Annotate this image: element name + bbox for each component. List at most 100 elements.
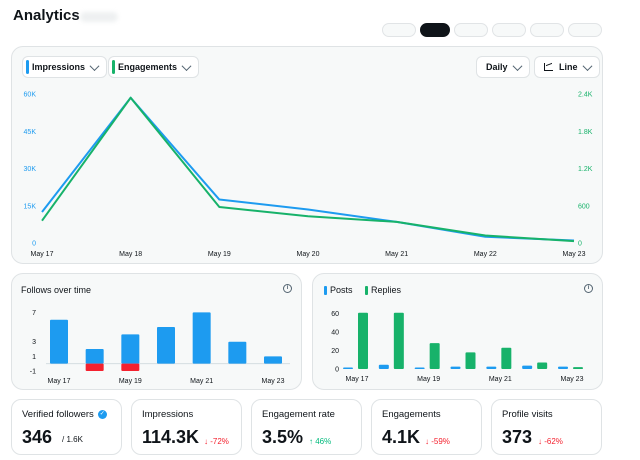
date-range-tabs xyxy=(382,23,602,39)
range-tab-1[interactable] xyxy=(382,23,416,37)
follows-bar xyxy=(157,327,175,364)
stat-label: Impressions xyxy=(142,409,194,420)
x-tick-label: May 23 xyxy=(561,376,584,383)
stat-value: 4.1K xyxy=(382,427,421,447)
metric-a-select[interactable]: Impressions xyxy=(22,56,108,78)
posts-bar xyxy=(486,366,497,369)
unfollows-bar xyxy=(121,363,140,371)
impressions-line xyxy=(41,96,575,242)
y-right-tick-label: 0 xyxy=(578,241,582,248)
replies-bar xyxy=(573,367,583,369)
stat-profile-visits[interactable]: Profile visits 373 ↓ -62% xyxy=(491,399,602,455)
chart-style-select[interactable]: Line xyxy=(534,56,600,78)
info-icon[interactable]: i xyxy=(283,284,292,293)
posts-bar xyxy=(343,367,353,369)
posts-bar xyxy=(378,364,389,369)
legend-replies-label: Replies xyxy=(371,285,402,295)
x-tick-label: May 20 xyxy=(297,251,320,258)
follows-bar xyxy=(85,349,104,364)
range-tab-6[interactable] xyxy=(568,23,602,37)
y-right-tick-label: 1.2K xyxy=(578,166,593,173)
line-chart-icon xyxy=(544,63,553,71)
legend-posts[interactable]: Posts xyxy=(324,285,353,295)
verified-badge-icon: ✓ xyxy=(97,410,107,419)
x-tick-label: May 21 xyxy=(190,378,213,385)
x-tick-label: May 17 xyxy=(346,376,369,383)
posts-swatch xyxy=(324,285,327,295)
x-tick-label: May 19 xyxy=(119,378,142,385)
stat-engagement-rate[interactable]: Engagement rate 3.5% ↑ 46% xyxy=(251,399,362,455)
replies-bar xyxy=(537,362,548,369)
legend-replies[interactable]: Replies xyxy=(365,285,401,295)
replies-bar xyxy=(393,312,404,369)
legend-posts-label: Posts xyxy=(330,285,353,295)
y-tick-label: -1 xyxy=(30,369,36,376)
stat-label: Engagement rate xyxy=(262,409,335,420)
main-chart-panel: Impressions Engagements Daily Line 0 15K 3… xyxy=(11,46,603,264)
stat-value: 346 xyxy=(22,427,53,447)
y-tick-label: 3 xyxy=(32,339,36,346)
engagements-line xyxy=(41,96,575,243)
y-left-tick-label: 15K xyxy=(24,203,37,210)
x-tick-label: May 22 xyxy=(474,251,497,258)
stat-change: ↑ 46% xyxy=(309,437,332,446)
y-left-tick-label: 0 xyxy=(32,241,36,248)
replies-bar xyxy=(465,352,476,369)
stat-change: ↓ -72% xyxy=(204,437,229,446)
x-tick-label: May 17 xyxy=(48,378,71,385)
x-tick-label: May 21 xyxy=(385,251,408,258)
posts-bar xyxy=(450,366,461,369)
range-tab-3[interactable] xyxy=(454,23,488,37)
stat-value: 114.3K xyxy=(142,427,200,447)
stat-label: Profile visits xyxy=(502,409,553,420)
y-right-tick-label: 1.8K xyxy=(578,129,593,136)
follows-bar xyxy=(50,319,68,364)
x-tick-label: May 17 xyxy=(31,251,54,258)
x-tick-label: May 23 xyxy=(262,378,285,385)
main-line-chart: 0 15K 30K 45K 60K 0 600 1.2K 1.8K 2.4K May 17 May 1… xyxy=(24,92,593,259)
stat-value: 3.5% xyxy=(262,427,304,447)
x-tick-label: May 18 xyxy=(119,251,142,258)
metric-b-select[interactable]: Engagements xyxy=(108,56,200,78)
unfollows-bar xyxy=(85,363,104,371)
interval-label: Daily xyxy=(486,62,508,72)
y-right-tick-label: 2.4K xyxy=(578,92,593,99)
follows-bar-chart: -1 1 3 7 May 17 May 19 May 21 May 23 xyxy=(30,310,290,385)
metric-b-label: Engagements xyxy=(118,62,178,72)
replies-swatch xyxy=(365,285,368,295)
interval-select[interactable]: Daily xyxy=(476,56,530,78)
follows-bar xyxy=(228,341,247,364)
follows-bar xyxy=(192,312,211,364)
replies-bar xyxy=(429,343,440,369)
replies-bar xyxy=(358,312,368,369)
engagements-swatch xyxy=(112,60,115,74)
y-tick-label: 40 xyxy=(331,330,339,337)
stat-verified-followers[interactable]: Verified followers ✓ 346 / 1.6K xyxy=(11,399,122,455)
range-tab-2[interactable] xyxy=(420,23,450,37)
x-tick-label: May 23 xyxy=(563,251,586,258)
posts-replies-bar-chart: 0 20 40 60 May 17 May 19 May 21 May 23 xyxy=(331,311,584,383)
posts-bar xyxy=(414,367,425,369)
stat-engagements[interactable]: Engagements 4.1K ↓ -59% xyxy=(371,399,482,455)
stat-impressions[interactable]: Impressions 114.3K ↓ -72% xyxy=(131,399,242,455)
stat-value: 373 xyxy=(502,427,533,447)
page-title: Analytics xyxy=(13,7,80,24)
info-icon[interactable]: i xyxy=(584,284,593,293)
posts-bar xyxy=(558,366,568,369)
x-tick-label: May 19 xyxy=(208,251,231,258)
impressions-swatch xyxy=(26,60,29,74)
range-tab-4[interactable] xyxy=(492,23,526,37)
y-tick-label: 0 xyxy=(335,367,339,374)
stat-label-text: Verified followers xyxy=(22,409,94,420)
range-tab-5[interactable] xyxy=(530,23,564,37)
account-handle-redacted xyxy=(80,12,118,22)
y-tick-label: 20 xyxy=(331,348,339,355)
follows-bar xyxy=(121,334,140,364)
replies-bar xyxy=(501,347,512,369)
y-right-tick-label: 600 xyxy=(578,203,590,210)
stat-label: Verified followers ✓ xyxy=(22,409,107,420)
posts-bar xyxy=(522,365,533,369)
stat-change: ↓ -59% xyxy=(425,437,450,446)
follows-panel: Follows over time i -1 1 3 7 May 17 May 19 May… xyxy=(11,273,302,390)
stat-change: ↓ -62% xyxy=(538,437,563,446)
